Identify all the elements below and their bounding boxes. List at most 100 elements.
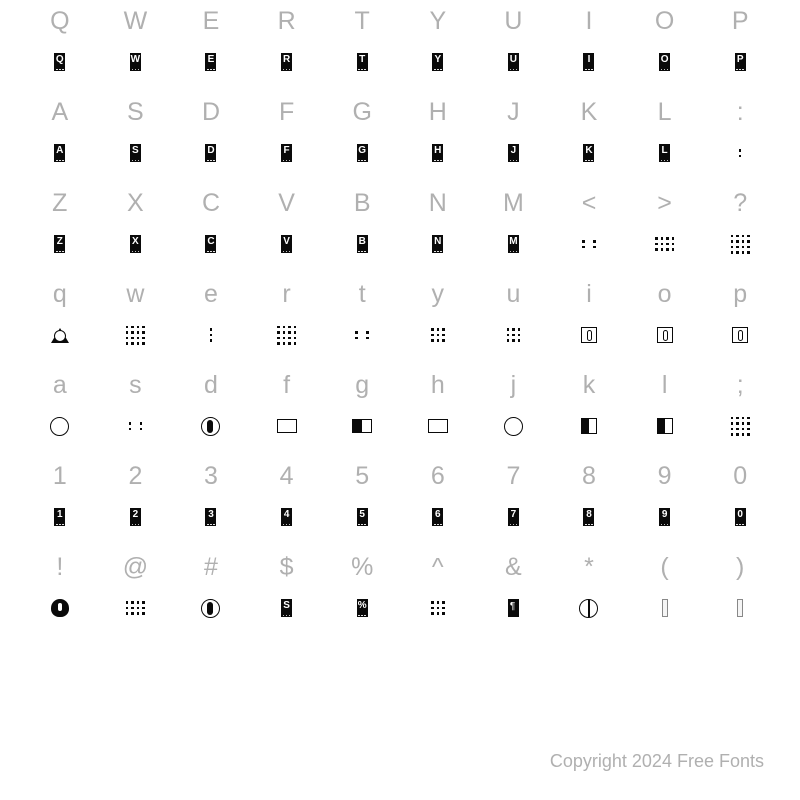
specimen-cell: u	[476, 273, 552, 364]
glyph: 2	[130, 497, 141, 537]
specimen-cell: #	[173, 546, 249, 637]
key-label: Y	[429, 0, 446, 42]
key-label: Z	[52, 182, 67, 224]
specimen-cell: 11	[22, 455, 98, 546]
glyph	[277, 406, 297, 446]
specimen-cell: YY	[400, 0, 476, 91]
glyph: 5	[357, 497, 368, 537]
glyph: 9	[659, 497, 670, 537]
specimen-cell: VV	[249, 182, 325, 273]
key-label: E	[203, 0, 220, 42]
key-label: &	[505, 546, 522, 588]
key-label: K	[581, 91, 598, 133]
key-label: D	[202, 91, 220, 133]
key-label: O	[655, 0, 674, 42]
specimen-cell: 66	[400, 455, 476, 546]
specimen-cell: o	[627, 273, 703, 364]
glyph	[582, 224, 596, 264]
specimen-cell: :	[702, 91, 778, 182]
specimen-cell: NN	[400, 182, 476, 273]
glyph	[657, 315, 673, 355]
specimen-cell: @	[98, 546, 174, 637]
glyph: 8	[583, 497, 594, 537]
key-label: I	[586, 0, 593, 42]
glyph: W	[130, 42, 141, 82]
key-label: 4	[280, 455, 294, 497]
specimen-cell: EE	[173, 0, 249, 91]
specimen-cell: RR	[249, 0, 325, 91]
specimen-cell: KK	[551, 91, 627, 182]
key-label: *	[584, 546, 594, 588]
key-label: B	[354, 182, 371, 224]
specimen-cell: g	[324, 364, 400, 455]
specimen-cell: e	[173, 273, 249, 364]
key-label: 6	[431, 455, 445, 497]
specimen-cell: y	[400, 273, 476, 364]
key-label: F	[279, 91, 294, 133]
specimen-cell: LL	[627, 91, 703, 182]
glyph: F	[281, 133, 292, 173]
glyph	[201, 406, 220, 446]
specimen-cell: !	[22, 546, 98, 637]
specimen-cell: DD	[173, 91, 249, 182]
key-label: X	[127, 182, 144, 224]
glyph	[732, 315, 748, 355]
key-label: u	[506, 273, 520, 315]
key-label: a	[53, 364, 67, 406]
glyph	[355, 315, 369, 355]
specimen-cell: QQ	[22, 0, 98, 91]
glyph: ¶	[508, 588, 519, 628]
copyright-text: Copyright 2024 Free Fonts	[550, 751, 764, 772]
specimen-cell: >	[627, 182, 703, 273]
glyph	[657, 406, 673, 446]
key-label: 7	[506, 455, 520, 497]
glyph	[431, 588, 445, 628]
glyph: A	[54, 133, 65, 173]
specimen-cell: $S	[249, 546, 325, 637]
specimen-cell: 44	[249, 455, 325, 546]
key-label: s	[129, 364, 142, 406]
key-label: e	[204, 273, 218, 315]
key-label: y	[432, 273, 445, 315]
key-label: h	[431, 364, 445, 406]
key-label: T	[355, 0, 370, 42]
glyph	[352, 406, 372, 446]
glyph	[50, 406, 69, 446]
glyph	[431, 315, 445, 355]
specimen-cell: ^	[400, 546, 476, 637]
specimen-cell: CC	[173, 182, 249, 273]
key-label: ?	[733, 182, 747, 224]
key-label: L	[658, 91, 672, 133]
glyph: 4	[281, 497, 292, 537]
glyph: %	[357, 588, 368, 628]
glyph: G	[357, 133, 368, 173]
key-label: V	[278, 182, 295, 224]
key-label: 2	[128, 455, 142, 497]
specimen-cell: 88	[551, 455, 627, 546]
glyph: P	[735, 42, 746, 82]
specimen-cell: j	[476, 364, 552, 455]
glyph: Z	[54, 224, 65, 264]
key-label: 8	[582, 455, 596, 497]
key-label: #	[204, 546, 218, 588]
glyph	[731, 224, 750, 264]
font-specimen-grid: QQWWEERRTTYYUUIIOOPPAASSDDFFGGHHJJKKLL:Z…	[22, 0, 778, 637]
specimen-cell: f	[249, 364, 325, 455]
key-label: f	[283, 364, 290, 406]
specimen-cell: 99	[627, 455, 703, 546]
specimen-cell: WW	[98, 0, 174, 91]
specimen-cell: 33	[173, 455, 249, 546]
key-label: U	[504, 0, 522, 42]
glyph: Q	[54, 42, 65, 82]
specimen-cell: ;	[702, 364, 778, 455]
specimen-cell: l	[627, 364, 703, 455]
specimen-cell: <	[551, 182, 627, 273]
glyph	[579, 588, 598, 628]
key-label: @	[123, 546, 148, 588]
specimen-cell: (	[627, 546, 703, 637]
key-label: S	[127, 91, 144, 133]
key-label: 5	[355, 455, 369, 497]
key-label: A	[51, 91, 68, 133]
specimen-cell: II	[551, 0, 627, 91]
key-label: j	[511, 364, 517, 406]
